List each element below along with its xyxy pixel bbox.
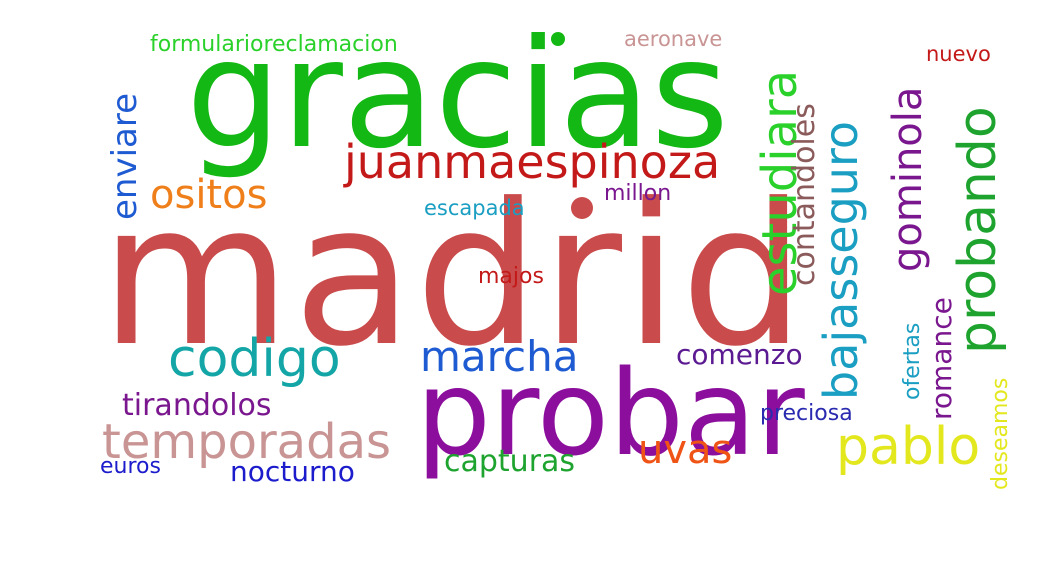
- word-codigo: codigo: [168, 329, 341, 389]
- word-deseamos: deseamos: [988, 377, 1013, 490]
- word-euros: euros: [100, 454, 161, 479]
- word-comenzo: comenzo: [676, 338, 803, 371]
- word-marcha: marcha: [420, 332, 579, 381]
- word-probando: probando: [948, 106, 1008, 354]
- word-romance: romance: [925, 297, 958, 420]
- word-gominola: gominola: [885, 86, 931, 272]
- madrid-i-dot: [571, 197, 593, 219]
- word-ositos: ositos: [150, 172, 268, 218]
- word-juanmaespinoza: juanmaespinoza: [344, 135, 721, 189]
- word-enviare: enviare: [105, 92, 145, 220]
- word-madrid: madrid: [100, 162, 807, 390]
- word-majos: majos: [478, 264, 544, 289]
- word-bajasseguro: bajasseguro: [814, 121, 868, 400]
- word-escapada: escapada: [424, 196, 525, 220]
- word-ofertas: ofertas: [900, 322, 925, 400]
- word-nuevo: nuevo: [926, 42, 991, 66]
- word-preciosa: preciosa: [760, 401, 853, 426]
- word-temporadas: temporadas: [102, 414, 391, 470]
- word-capturas: capturas: [444, 444, 576, 479]
- word-uvas: uvas: [638, 427, 733, 473]
- word-nocturno: nocturno: [230, 455, 355, 488]
- word-gracias: gracias: [186, 8, 730, 182]
- word-millon: millon: [604, 181, 672, 206]
- word-aeronave: aeronave: [624, 27, 723, 51]
- word-tirandolos: tirandolos: [122, 388, 272, 423]
- word-formularioreclamacion: formularioreclamacion: [150, 32, 398, 57]
- word-probar: probar: [416, 344, 805, 482]
- gracias-i-dot: [551, 32, 565, 46]
- word-pablo: pablo: [836, 417, 981, 477]
